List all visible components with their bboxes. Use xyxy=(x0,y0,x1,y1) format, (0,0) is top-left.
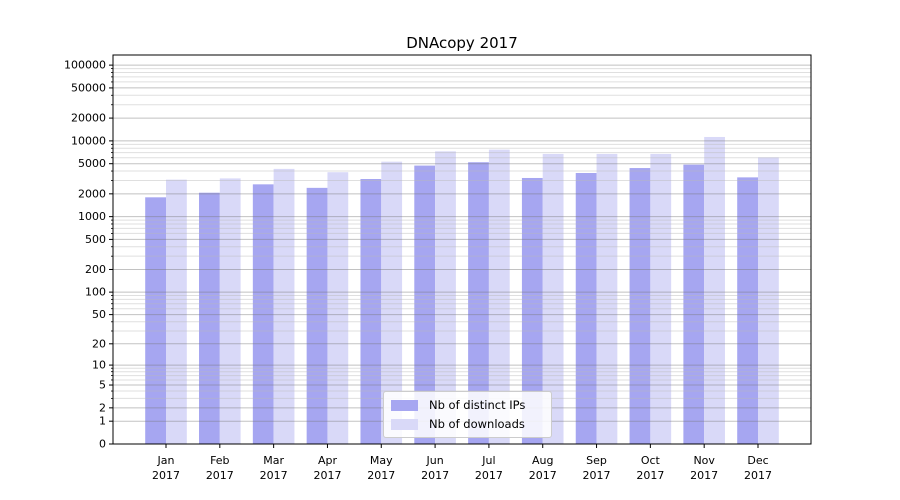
y-tick-label-20000: 20000 xyxy=(71,112,106,125)
y-tick-label-2: 2 xyxy=(99,401,106,414)
bar-distinct-ips-apr xyxy=(306,187,328,445)
bar-distinct-ips-mar xyxy=(252,184,274,444)
y-tick-label-2000: 2000 xyxy=(78,187,106,200)
x-tick-label-apr-month: Apr xyxy=(318,454,338,467)
y-tick-label-5: 5 xyxy=(99,379,106,392)
x-tick-label-feb-month: Feb xyxy=(210,454,229,467)
y-tick-label-0: 0 xyxy=(99,438,106,451)
legend-swatch-distinct-ips xyxy=(391,399,418,411)
bar-downloads-jan xyxy=(166,179,187,444)
x-tick-label-nov-month: Nov xyxy=(693,454,715,467)
legend-item-downloads: Nb of downloads xyxy=(391,417,545,431)
x-tick-label-oct-month: Oct xyxy=(641,454,661,467)
y-tick-label-1000: 1000 xyxy=(78,210,106,223)
bar-distinct-ips-feb xyxy=(199,192,220,444)
bar-distinct-ips-dec xyxy=(737,177,758,445)
bar-distinct-ips-may xyxy=(360,179,382,445)
y-tick-label-1: 1 xyxy=(99,415,106,428)
x-tick-label-jul-year: 2017 xyxy=(475,469,503,482)
y-tick-label-50000: 50000 xyxy=(71,81,106,94)
bar-downloads-jul xyxy=(488,149,510,444)
x-tick-label-oct-year: 2017 xyxy=(636,469,664,482)
x-tick-label-sep-year: 2017 xyxy=(583,469,611,482)
bar-distinct-ips-jun xyxy=(414,165,436,444)
x-tick-label-aug-year: 2017 xyxy=(529,469,557,482)
bar-downloads-oct xyxy=(650,153,672,444)
x-tick-label-feb-year: 2017 xyxy=(206,469,234,482)
x-tick-label-jan-year: 2017 xyxy=(152,469,180,482)
bar-downloads-feb xyxy=(219,178,241,444)
y-tick-label-50: 50 xyxy=(92,308,106,321)
plot-border xyxy=(112,54,812,445)
legend-swatch-downloads xyxy=(391,418,418,430)
y-tick-label-10: 10 xyxy=(92,359,106,372)
bar-downloads-may xyxy=(381,161,403,444)
bar-downloads-dec xyxy=(758,157,779,444)
legend-label-distinct-ips: Nb of distinct IPs xyxy=(429,398,526,412)
bar-distinct-ips-sep xyxy=(575,172,597,444)
bar-distinct-ips-jul xyxy=(468,162,489,444)
bar-distinct-ips-jan xyxy=(145,197,166,444)
bar-downloads-jun xyxy=(435,151,456,444)
x-tick-label-sep-month: Sep xyxy=(586,454,607,467)
y-tick-label-100: 100 xyxy=(85,286,106,299)
bar-downloads-nov xyxy=(704,136,725,444)
x-tick-label-apr-year: 2017 xyxy=(313,469,341,482)
bar-downloads-mar xyxy=(273,168,295,444)
x-tick-label-jun-month: Jun xyxy=(425,454,443,467)
x-tick-label-may-month: May xyxy=(370,454,393,467)
x-tick-label-mar-year: 2017 xyxy=(260,469,288,482)
x-tick-label-dec-year: 2017 xyxy=(744,469,772,482)
x-tick-label-jul-month: Jul xyxy=(481,454,495,467)
x-tick-label-may-year: 2017 xyxy=(367,469,395,482)
x-tick-label-dec-month: Dec xyxy=(747,454,768,467)
bar-distinct-ips-aug xyxy=(521,177,543,444)
bar-distinct-ips-oct xyxy=(629,168,651,444)
legend-item-distinct-ips: Nb of distinct IPs xyxy=(391,398,545,412)
y-tick-label-5000: 5000 xyxy=(78,157,106,170)
y-tick-label-20: 20 xyxy=(92,337,106,350)
x-tick-label-jun-year: 2017 xyxy=(421,469,449,482)
x-tick-label-nov-year: 2017 xyxy=(690,469,718,482)
bar-distinct-ips-nov xyxy=(683,164,705,445)
bar-downloads-apr xyxy=(327,172,349,444)
y-tick-label-10000: 10000 xyxy=(71,134,106,147)
y-tick-label-200: 200 xyxy=(85,263,106,276)
bar-downloads-sep xyxy=(596,153,618,444)
legend-label-downloads: Nb of downloads xyxy=(429,417,525,431)
chart-title: DNAcopy 2017 xyxy=(406,34,518,52)
legend: Nb of distinct IPs Nb of downloads xyxy=(383,391,552,438)
y-tick-label-100000: 100000 xyxy=(64,59,106,72)
x-tick-label-mar-month: Mar xyxy=(263,454,284,467)
x-tick-label-aug-month: Aug xyxy=(532,454,553,467)
bar-downloads-aug xyxy=(542,153,564,444)
y-tick-label-500: 500 xyxy=(85,233,106,246)
x-tick-label-jan-month: Jan xyxy=(157,454,175,467)
